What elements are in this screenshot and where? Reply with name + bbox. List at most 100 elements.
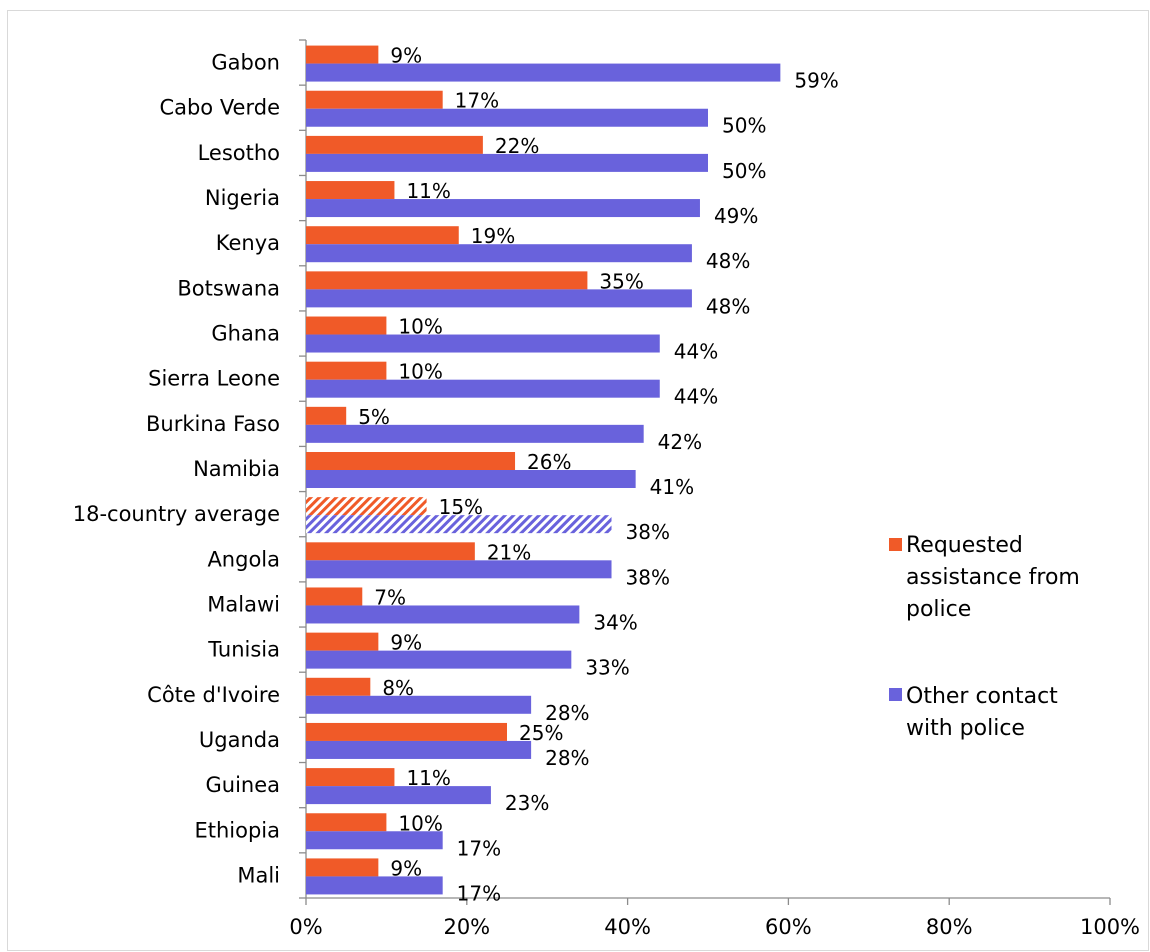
data-label-other-contact-ghana: 44% <box>674 340 718 364</box>
data-label-other-contact-nigeria: 49% <box>714 204 758 228</box>
bar-other-contact-angola <box>306 560 612 579</box>
legend-label-requested-assistance-from-police: assistance from <box>906 565 1080 590</box>
bar-requested-assistance-sierra-leone <box>306 361 387 380</box>
bar-requested-assistance-gabon <box>306 45 379 64</box>
category-label-burkina-faso: Burkina Faso <box>146 412 280 436</box>
bar-other-contact-malawi <box>306 605 580 624</box>
data-label-requested-assistance-ghana: 10% <box>398 315 442 339</box>
data-label-requested-assistance-kenya: 19% <box>471 224 515 248</box>
x-tick-label: 0% <box>289 915 322 939</box>
bar-other-contact-sierra-leone <box>306 379 660 398</box>
bar-other-contact-namibia <box>306 470 636 488</box>
category-label-ethiopia: Ethiopia <box>194 818 280 842</box>
data-label-requested-assistance-uganda: 25% <box>519 721 563 745</box>
data-label-other-contact-cabo-verde: 50% <box>722 114 766 138</box>
bar-other-contact-cabo-verde <box>306 108 708 127</box>
data-label-requested-assistance-botswana: 35% <box>599 269 643 293</box>
category-label-tunisia: Tunisia <box>207 638 280 662</box>
bar-other-contact-ethiopia <box>306 831 443 850</box>
category-label-lesotho: Lesotho <box>198 141 280 165</box>
category-label-uganda: Uganda <box>199 728 280 752</box>
data-label-other-contact-burkina-faso: 42% <box>658 430 702 454</box>
category-label-kenya: Kenya <box>216 231 280 255</box>
x-tick-label: 60% <box>765 915 812 939</box>
data-label-other-contact-tunisia: 33% <box>585 656 629 680</box>
bar-requested-assistance-uganda <box>306 722 507 741</box>
data-label-requested-assistance-sierra-leone: 10% <box>398 360 442 384</box>
legend-label-other-contact-with-police: Other contact <box>906 684 1058 709</box>
bar-other-contact-18-country-average <box>306 515 612 534</box>
bar-requested-assistance-malawi <box>306 587 363 606</box>
category-label-botswana: Botswana <box>177 276 280 300</box>
category-label-sierra-leone: Sierra Leone <box>148 367 280 391</box>
category-label-nigeria: Nigeria <box>205 186 280 210</box>
category-label-cabo-verde: Cabo Verde <box>159 96 280 120</box>
bar-requested-assistance-18-country-average <box>306 497 427 516</box>
bar-other-contact-uganda <box>306 740 532 759</box>
bar-requested-assistance-namibia <box>306 452 516 470</box>
bar-requested-assistance-ethiopia <box>306 813 387 832</box>
data-label-requested-assistance-nigeria: 11% <box>406 179 450 203</box>
bar-requested-assistance-kenya <box>306 226 459 245</box>
category-label-gabon: Gabon <box>211 51 280 75</box>
bar-requested-assistance-angola <box>306 542 475 561</box>
x-tick-label: 20% <box>443 915 490 939</box>
bar-other-contact-burkina-faso <box>306 424 644 443</box>
data-label-requested-assistance-guinea: 11% <box>406 766 450 790</box>
data-label-other-contact-kenya: 48% <box>706 249 750 273</box>
labels: 0% 20% 40% 60% 80% 100% Gabon 9% 59% Cabo Verde 17… <box>73 44 1140 939</box>
data-label-other-contact-namibia: 41% <box>650 475 694 499</box>
bar-requested-assistance-ghana <box>306 316 387 335</box>
bar-other-contact-guinea <box>306 786 491 805</box>
bar-requested-assistance-tunisia <box>306 632 379 651</box>
legend-label-requested-assistance-from-police: police <box>906 597 971 622</box>
category-label-guinea: Guinea <box>205 773 280 797</box>
category-label-ghana: Ghana <box>211 322 280 346</box>
bar-other-contact-lesotho <box>306 153 708 172</box>
category-label-malawi: Malawi <box>207 592 280 616</box>
bar-other-contact-cote-d-ivoire <box>306 695 532 714</box>
data-label-other-contact-guinea: 23% <box>505 791 549 815</box>
data-label-other-contact-angola: 38% <box>626 565 670 589</box>
data-label-requested-assistance-ethiopia: 10% <box>398 811 442 835</box>
bar-requested-assistance-cabo-verde <box>306 90 443 109</box>
bar-other-contact-mali <box>306 876 443 895</box>
data-label-requested-assistance-cote-d-ivoire: 8% <box>382 676 414 700</box>
bar-other-contact-ghana <box>306 334 660 353</box>
data-label-requested-assistance-angola: 21% <box>487 540 531 564</box>
category-label-angola: Angola <box>207 547 280 571</box>
data-label-other-contact-uganda: 28% <box>545 746 589 770</box>
data-label-requested-assistance-mali: 9% <box>390 856 422 880</box>
data-label-requested-assistance-namibia: 26% <box>527 450 571 474</box>
data-label-other-contact-sierra-leone: 44% <box>674 385 718 409</box>
x-tick-label: 100% <box>1080 915 1140 939</box>
data-label-requested-assistance-burkina-faso: 5% <box>358 405 390 429</box>
legend: Requested assistance from police Other cont… <box>889 533 1080 741</box>
legend-marker-requested-assistance-from-police <box>889 538 902 551</box>
data-label-requested-assistance-malawi: 7% <box>374 585 406 609</box>
data-label-other-contact-mali: 17% <box>457 881 501 905</box>
legend-label-requested-assistance-from-police: Requested <box>906 533 1023 558</box>
data-label-requested-assistance-18-country-average: 15% <box>439 495 483 519</box>
data-label-requested-assistance-lesotho: 22% <box>495 134 539 158</box>
legend-label-other-contact-with-police: with police <box>906 716 1025 741</box>
bar-requested-assistance-burkina-faso <box>306 406 347 425</box>
category-label-namibia: Namibia <box>193 457 280 481</box>
data-label-requested-assistance-cabo-verde: 17% <box>455 89 499 113</box>
bar-requested-assistance-lesotho <box>306 135 483 154</box>
bar-other-contact-botswana <box>306 289 692 308</box>
bar-other-contact-nigeria <box>306 199 700 218</box>
bar-other-contact-gabon <box>306 63 781 82</box>
data-label-other-contact-botswana: 48% <box>706 294 750 318</box>
bar-requested-assistance-guinea <box>306 768 395 787</box>
data-label-other-contact-gabon: 59% <box>794 69 838 93</box>
data-label-other-contact-cote-d-ivoire: 28% <box>545 701 589 725</box>
x-tick-label: 80% <box>926 915 973 939</box>
data-label-requested-assistance-tunisia: 9% <box>390 631 422 655</box>
category-label-cote-d-ivoire: Côte d'Ivoire <box>147 683 280 707</box>
bars <box>306 45 781 895</box>
data-label-other-contact-malawi: 34% <box>593 610 637 634</box>
data-label-other-contact-18-country-average: 38% <box>626 520 670 544</box>
legend-marker-other-contact-with-police <box>889 688 902 701</box>
